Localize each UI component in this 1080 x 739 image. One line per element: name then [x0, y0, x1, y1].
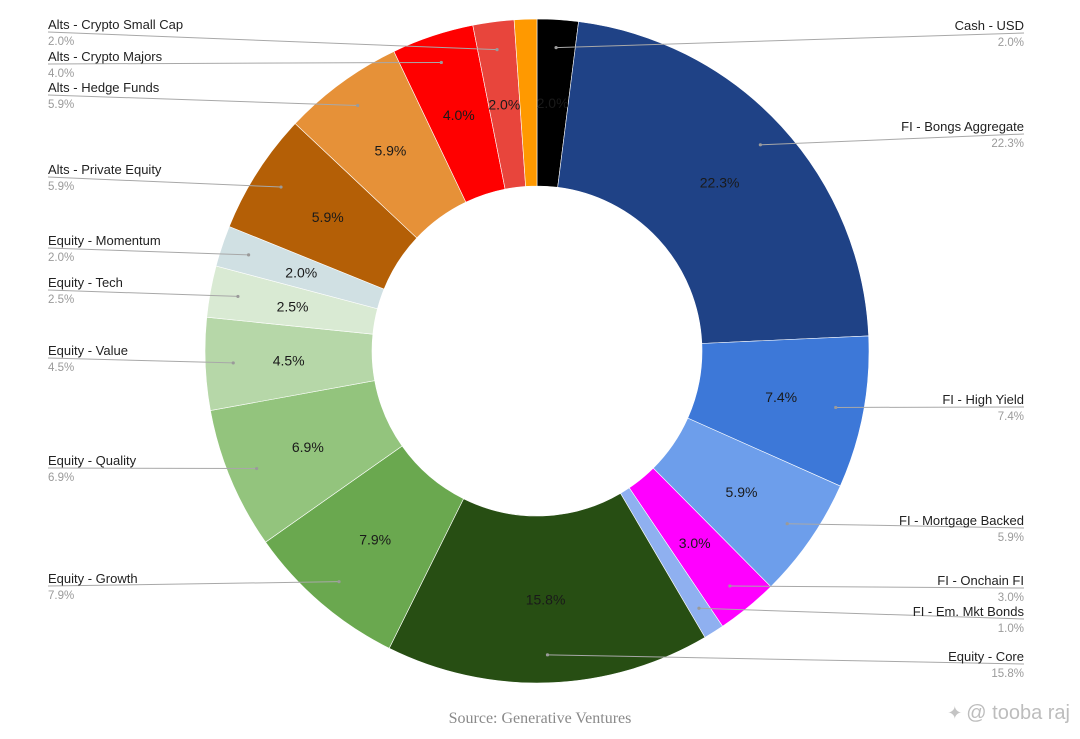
leader-dot-alts-private-equity — [279, 185, 283, 189]
legend-label-fi-bongs-aggregate: FI - Bongs Aggregate — [901, 119, 1024, 134]
leader-lines — [47, 31, 1025, 665]
slice-equity-core — [388, 492, 706, 684]
slice-value-fi-high-yield: 7.4% — [765, 389, 797, 405]
slice-value-equity-core: 15.8% — [526, 591, 566, 607]
legend-value-fi-onchain-fi: 3.0% — [998, 592, 1024, 604]
leader-line-fi-onchain-fi — [729, 585, 1025, 589]
legend-label-equity-core: Equity - Core — [948, 649, 1024, 664]
leader-dot-fi-bongs-aggregate — [758, 143, 762, 147]
leader-line-equity-quality — [47, 467, 257, 470]
slice-value-equity-value: 4.5% — [273, 353, 305, 369]
leader-line-equity-tech — [47, 289, 238, 297]
legend-value-fi-mortgage-backed: 5.9% — [998, 532, 1024, 544]
leader-line-equity-value — [47, 357, 234, 364]
leader-dot-fi-onchain-fi — [728, 584, 732, 588]
legend-value-equity-momentum: 2.0% — [48, 252, 74, 264]
legend-value-fi-em-mkt-bonds: 1.0% — [998, 623, 1024, 635]
leader-dot-equity-value — [231, 361, 235, 365]
slice-value-fi-mortgage-backed: 5.9% — [726, 484, 758, 500]
legend-label-equity-momentum: Equity - Momentum — [48, 233, 161, 248]
legend-label-cash-usd: Cash - USD — [955, 18, 1024, 33]
leader-line-alts-hedge-funds — [47, 94, 358, 107]
leader-dot-equity-growth — [337, 580, 341, 584]
legend-value-fi-bongs-aggregate: 22.3% — [991, 138, 1024, 150]
slice-value-fi-bongs-aggregate: 22.3% — [700, 174, 740, 190]
legend-value-equity-quality: 6.9% — [48, 472, 74, 484]
leader-dot-equity-momentum — [246, 253, 251, 257]
leader-dot-alts-crypto-small-cap — [495, 48, 499, 52]
slice-value-equity-tech: 2.5% — [277, 298, 309, 314]
slice-value-alts-crypto-majors: 4.0% — [443, 107, 475, 123]
slice-value-equity-growth: 7.9% — [359, 532, 391, 548]
legend-value-alts-private-equity: 5.9% — [48, 181, 74, 193]
slice-value-fi-onchain-fi: 3.0% — [679, 535, 711, 551]
watermark: ✦ @ tooba raj — [947, 702, 1070, 725]
leader-dot-fi-mortgage-backed — [785, 522, 789, 526]
legend-value-equity-value: 4.5% — [48, 362, 74, 374]
slice-value-alts-private-equity: 5.9% — [312, 209, 344, 225]
leader-dot-equity-core — [545, 653, 550, 657]
slice-unlabeled-16 — [513, 18, 538, 187]
legend-label-fi-mortgage-backed: FI - Mortgage Backed — [899, 513, 1024, 528]
legend-value-cash-usd: 2.0% — [998, 37, 1024, 49]
leader-dot-cash-usd — [554, 45, 558, 50]
leader-line-fi-bongs-aggregate — [760, 133, 1025, 146]
slice-fi-bongs-aggregate — [557, 21, 869, 344]
chart-source: Source: Generative Ventures — [448, 710, 632, 727]
legend-value-equity-growth: 7.9% — [48, 590, 74, 602]
watermark-text: @ tooba raj — [966, 702, 1070, 724]
legend-value-fi-high-yield: 7.4% — [998, 411, 1024, 423]
legend-label-alts-private-equity: Alts - Private Equity — [48, 162, 162, 177]
leader-line-alts-private-equity — [47, 176, 282, 188]
leader-dot-fi-em-mkt-bonds — [697, 606, 701, 610]
legend-label-equity-quality: Equity - Quality — [48, 453, 137, 468]
leader-line-equity-momentum — [47, 247, 249, 256]
leader-dot-fi-high-yield — [834, 405, 838, 410]
leader-line-cash-usd — [556, 32, 1025, 49]
slice-value-cash-usd: 2.0% — [537, 95, 569, 111]
legend-value-alts-crypto-small-cap: 2.0% — [48, 36, 74, 48]
leader-line-fi-mortgage-backed — [787, 523, 1025, 529]
slices-layer — [204, 18, 870, 684]
leader-dot-equity-quality — [255, 466, 259, 471]
legend-label-equity-value: Equity - Value — [48, 343, 128, 358]
leader-line-fi-em-mkt-bonds — [698, 607, 1025, 620]
slice-value-equity-momentum: 2.0% — [285, 264, 317, 280]
labels-layer: 2.0% Cash - USD 2.0% 22.3% FI - Bongs Aggreg… — [48, 17, 1024, 680]
leader-dot-equity-tech — [236, 294, 240, 299]
leader-dot-alts-crypto-majors — [439, 60, 443, 65]
legend-label-alts-hedge-funds: Alts - Hedge Funds — [48, 80, 160, 95]
legend-label-fi-high-yield: FI - High Yield — [942, 392, 1024, 407]
legend-value-equity-tech: 2.5% — [48, 294, 74, 306]
legend-label-fi-onchain-fi: FI - Onchain FI — [937, 573, 1024, 588]
leader-dot-alts-hedge-funds — [356, 103, 360, 108]
slice-value-alts-hedge-funds: 5.9% — [374, 142, 406, 158]
leader-line-equity-core — [547, 654, 1025, 665]
slice-value-equity-quality: 6.9% — [292, 439, 324, 455]
leader-line-alts-crypto-small-cap — [47, 31, 498, 51]
leader-line-alts-crypto-majors — [47, 61, 442, 65]
slice-value-alts-crypto-small-cap: 2.0% — [488, 97, 520, 113]
legend-value-alts-hedge-funds: 5.9% — [48, 99, 74, 111]
legend-label-equity-growth: Equity - Growth — [48, 571, 138, 586]
legend-value-equity-core: 15.8% — [991, 668, 1024, 680]
legend-label-alts-crypto-majors: Alts - Crypto Majors — [48, 49, 163, 64]
legend-value-alts-crypto-majors: 4.0% — [48, 68, 74, 80]
legend-label-alts-crypto-small-cap: Alts - Crypto Small Cap — [48, 17, 183, 32]
legend-label-fi-em-mkt-bonds: FI - Em. Mkt Bonds — [913, 604, 1025, 619]
legend-label-equity-tech: Equity - Tech — [48, 275, 123, 290]
leader-line-equity-growth — [47, 581, 340, 587]
sparkle-logo-icon: ✦ — [947, 703, 963, 723]
